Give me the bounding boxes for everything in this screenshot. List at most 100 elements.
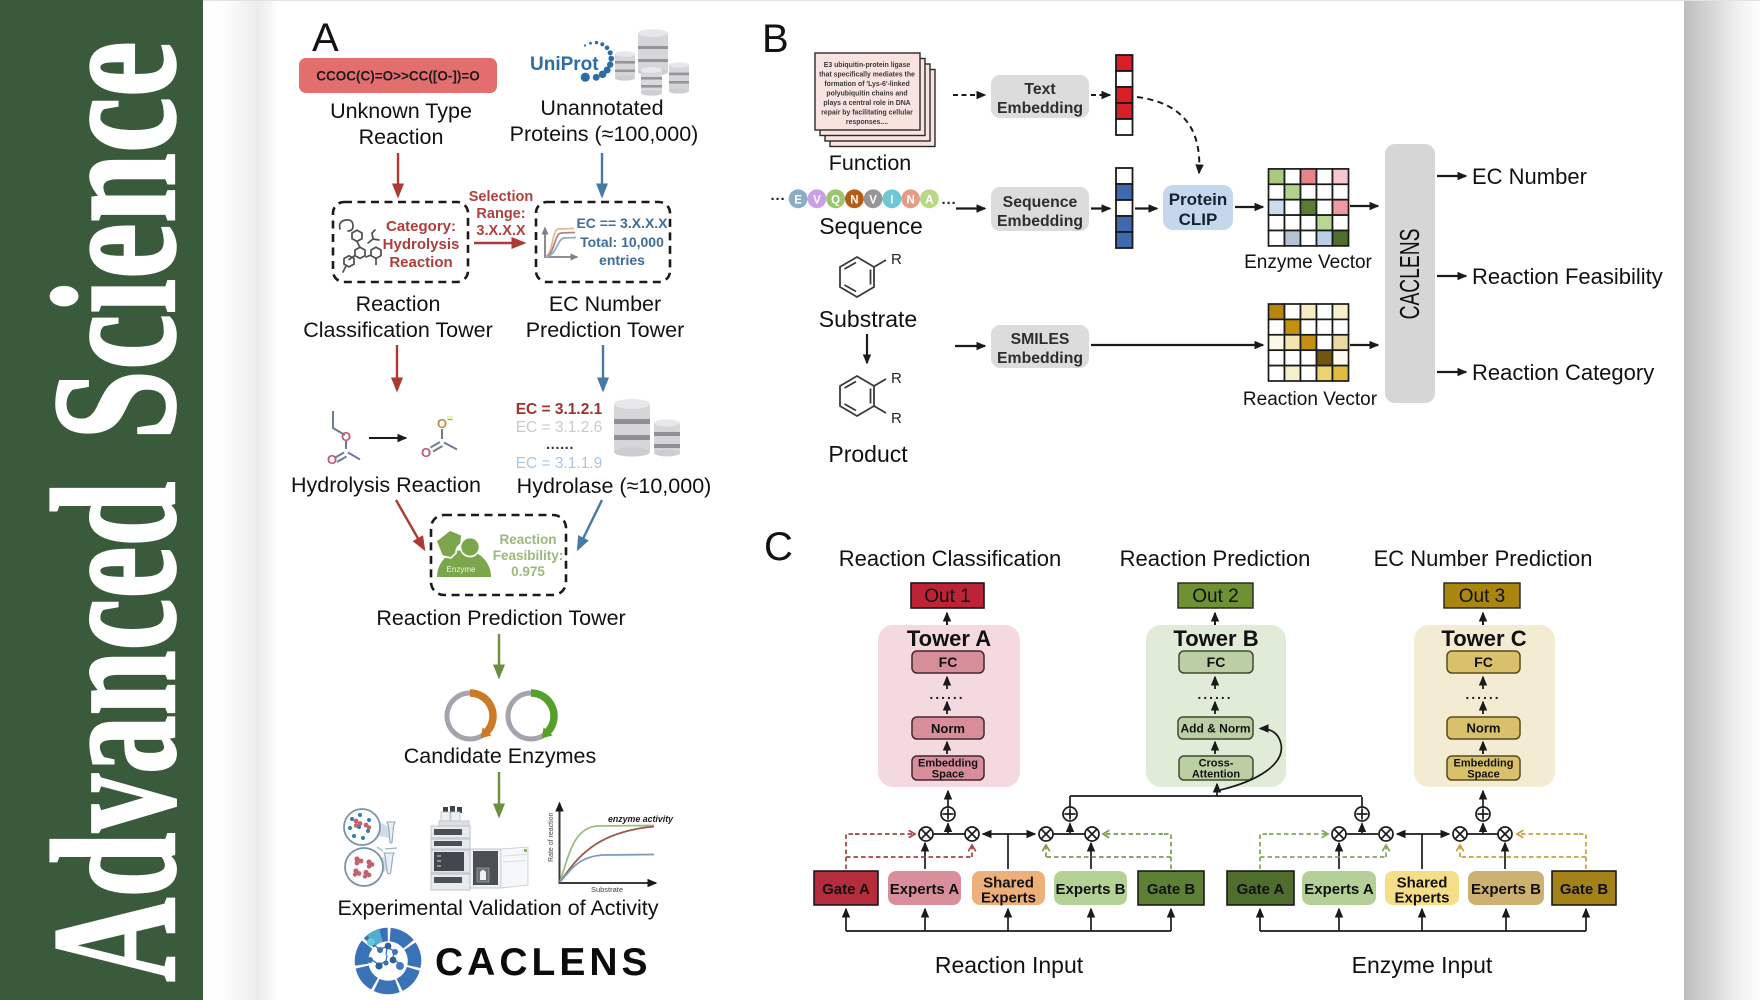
svg-text:......: ...... <box>1197 686 1232 702</box>
svg-text:Rate of reaction: Rate of reaction <box>548 812 555 862</box>
svg-text:Out 3: Out 3 <box>1459 586 1505 607</box>
svg-text:O: O <box>341 429 351 444</box>
svg-text:Unknown Type: Unknown Type <box>330 99 472 123</box>
svg-text:Function: Function <box>829 151 911 175</box>
svg-text:E: E <box>794 194 802 206</box>
svg-text:polyubiquitin chains and: polyubiquitin chains and <box>826 91 907 98</box>
svg-text:Attention: Attention <box>1192 769 1241 781</box>
svg-text:Experimental Validation of Act: Experimental Validation of Activity <box>337 896 658 920</box>
svg-text:Embedding: Embedding <box>997 100 1083 117</box>
svg-text:O: O <box>437 416 447 431</box>
svg-text:repair by facilitating cellula: repair by facilitating cellular <box>821 110 913 117</box>
svg-text:Reaction Classification: Reaction Classification <box>839 546 1062 571</box>
svg-text:Out 2: Out 2 <box>1192 586 1238 607</box>
svg-text:Sequence: Sequence <box>1003 194 1078 211</box>
svg-text:Selection: Selection <box>469 189 533 205</box>
svg-text:Experts A: Experts A <box>1304 881 1374 898</box>
svg-text:Reaction Feasibility: Reaction Feasibility <box>1472 264 1663 289</box>
svg-text:Unannotated: Unannotated <box>540 96 663 120</box>
svg-text:Norm: Norm <box>931 721 965 736</box>
svg-text:......: ...... <box>546 436 574 453</box>
svg-text:Experts B: Experts B <box>1471 881 1541 898</box>
svg-text:Gate A: Gate A <box>822 881 870 898</box>
svg-text:O: O <box>421 445 431 460</box>
svg-text:Shared: Shared <box>983 875 1034 892</box>
svg-text:entries: entries <box>599 252 645 268</box>
svg-text:CACLENS: CACLENS <box>435 941 652 984</box>
svg-text:Shared: Shared <box>1397 875 1448 892</box>
svg-text:Experts: Experts <box>981 890 1036 907</box>
svg-text:A: A <box>312 16 339 60</box>
svg-text:Tower B: Tower B <box>1173 626 1258 651</box>
svg-text:Embedding: Embedding <box>997 213 1083 230</box>
svg-text:Advanced: Advanced <box>16 481 213 982</box>
svg-text:···: ··· <box>771 191 786 208</box>
svg-text:N: N <box>850 194 858 206</box>
svg-text:N: N <box>906 194 914 206</box>
svg-text:Product: Product <box>828 441 908 467</box>
svg-text:Reaction Vector: Reaction Vector <box>1243 389 1378 410</box>
svg-text:C: C <box>764 525 793 569</box>
svg-text:Reaction: Reaction <box>389 254 452 271</box>
svg-text:Proteins (≈100,000): Proteins (≈100,000) <box>510 122 699 146</box>
svg-text:Embedding: Embedding <box>997 350 1083 367</box>
svg-text:Tower A: Tower A <box>907 626 991 651</box>
svg-text:EC = 3.1.2.6: EC = 3.1.2.6 <box>516 419 603 436</box>
svg-text:FC: FC <box>939 654 958 670</box>
svg-text:Text: Text <box>1024 81 1056 98</box>
svg-text:FC: FC <box>1474 654 1493 670</box>
svg-text:0.975: 0.975 <box>511 564 545 579</box>
svg-text:Enzyme Vector: Enzyme Vector <box>1244 252 1372 273</box>
svg-text:Prediction Tower: Prediction Tower <box>526 318 685 342</box>
svg-text:EC Number Prediction: EC Number Prediction <box>1374 546 1593 571</box>
svg-text:Reaction: Reaction <box>359 125 444 149</box>
svg-text:Cross-: Cross- <box>1199 758 1234 770</box>
svg-text:that specifically mediates the: that specifically mediates the <box>819 72 915 79</box>
svg-text:Enzyme Input: Enzyme Input <box>1352 952 1493 978</box>
svg-text:Norm: Norm <box>1467 721 1501 736</box>
svg-text:R: R <box>891 251 902 268</box>
svg-text:EC = 3.1.1.9: EC = 3.1.1.9 <box>516 455 603 472</box>
svg-text:B: B <box>762 17 789 61</box>
svg-text:Hydrolysis: Hydrolysis <box>383 236 460 253</box>
svg-text:formation of 'Lys-6'-linked: formation of 'Lys-6'-linked <box>824 81 909 88</box>
svg-text:O: O <box>327 452 337 467</box>
svg-text:Candidate Enzymes: Candidate Enzymes <box>404 744 596 768</box>
svg-text:Space: Space <box>1467 769 1499 781</box>
svg-text:Reaction: Reaction <box>356 292 441 316</box>
svg-text:CLIP: CLIP <box>1179 210 1218 229</box>
svg-text:I: I <box>890 194 893 206</box>
svg-text:Category:: Category: <box>386 218 456 235</box>
svg-text:R: R <box>891 370 902 387</box>
svg-text:SMILES: SMILES <box>1011 331 1070 348</box>
svg-text:3.X.X.X: 3.X.X.X <box>476 223 525 239</box>
svg-text:plays a central role in DNA: plays a central role in DNA <box>823 100 910 107</box>
svg-text:responses....: responses.... <box>846 119 888 126</box>
svg-text:V: V <box>813 194 821 206</box>
svg-text:Add & Norm: Add & Norm <box>1181 722 1251 736</box>
svg-text:Out 1: Out 1 <box>924 586 970 607</box>
svg-text:Reaction Prediction Tower: Reaction Prediction Tower <box>376 606 625 630</box>
svg-text:UniProt: UniProt <box>530 54 599 75</box>
svg-text:Tower C: Tower C <box>1441 626 1526 651</box>
svg-text:EC == 3.X.X.X: EC == 3.X.X.X <box>576 215 668 231</box>
svg-text:Reaction Prediction: Reaction Prediction <box>1120 546 1311 571</box>
svg-text:CCOC(C)=O>>CC([O-])=O: CCOC(C)=O>>CC([O-])=O <box>316 69 480 84</box>
svg-text:EC Number: EC Number <box>549 292 661 316</box>
svg-text:CACLENS: CACLENS <box>1396 229 1426 320</box>
svg-text:Experts B: Experts B <box>1055 881 1125 898</box>
svg-text:Total: 10,000: Total: 10,000 <box>580 234 664 250</box>
svg-text:Hydrolysis Reaction: Hydrolysis Reaction <box>291 473 481 497</box>
svg-text:FC: FC <box>1207 654 1226 670</box>
svg-text:Classification Tower: Classification Tower <box>303 318 493 342</box>
svg-text:Substrate: Substrate <box>819 306 917 332</box>
svg-text:Experts: Experts <box>1394 890 1449 907</box>
svg-text:enzyme activity: enzyme activity <box>608 814 674 824</box>
svg-text:Feasibility:: Feasibility: <box>493 548 564 563</box>
svg-text:Reaction Category: Reaction Category <box>1472 360 1654 385</box>
svg-text:Space: Space <box>932 769 964 781</box>
svg-text:V: V <box>869 194 877 206</box>
svg-text:Gate B: Gate B <box>1147 881 1196 898</box>
svg-text:Range:: Range: <box>476 206 525 222</box>
svg-text:Gate B: Gate B <box>1560 881 1609 898</box>
